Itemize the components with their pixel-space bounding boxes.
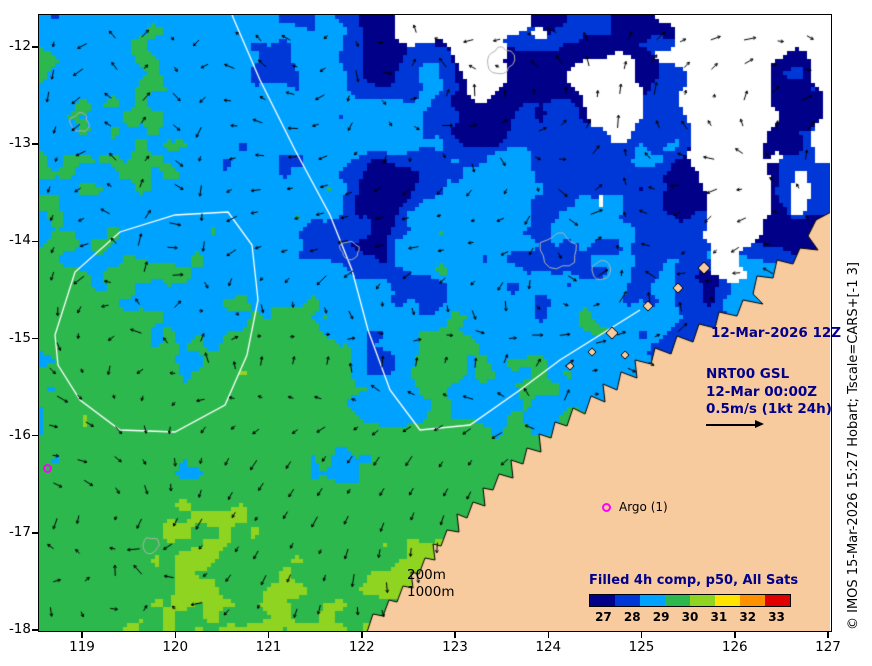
x-tick-mark <box>640 632 643 638</box>
vector-scale-label: 0.5m/s (1kt 24h) <box>706 401 832 417</box>
colorbar-tick-label: 29 <box>652 610 670 624</box>
y-tick-label: -15 <box>8 329 31 346</box>
y-tick-mark <box>32 46 38 48</box>
timestamp-label: 12-Mar-2026 12Z <box>711 325 842 341</box>
y-tick-mark <box>32 240 38 243</box>
x-tick-mark <box>267 632 270 638</box>
product-info-block: NRT00 GSL 12-Mar 00:00Z 0.5m/s (1kt 24h) <box>706 366 832 419</box>
x-tick-label: 124 <box>535 639 562 655</box>
x-tick-label: 127 <box>815 639 841 655</box>
scale-arrow-head-icon <box>755 420 764 428</box>
colorbar-title: Filled 4h comp, p50, All Sats <box>589 573 799 588</box>
x-tick-mark <box>454 632 456 638</box>
y-tick-mark <box>32 337 38 340</box>
y-tick-mark <box>32 143 38 145</box>
colorbar <box>589 594 791 607</box>
product-time-label: 12-Mar 00:00Z <box>706 383 818 400</box>
x-tick-mark <box>81 632 83 638</box>
x-tick-mark <box>827 632 829 638</box>
colorbar-segment <box>665 595 690 606</box>
colorbar-tick-labels: 27 28 29 30 31 32 33 <box>589 610 791 625</box>
contour-label-200m: 200m <box>407 567 446 583</box>
y-tick-label: -14 <box>8 232 31 249</box>
y-tick-label: -12 <box>8 38 31 54</box>
x-tick-label: 123 <box>442 639 468 655</box>
contour-label-1000m: 1000m <box>407 584 455 600</box>
y-tick-mark <box>32 532 38 534</box>
argo-marker <box>43 464 52 473</box>
colorbar-tick-label: 27 <box>595 610 612 624</box>
colorbar-segment <box>690 595 715 606</box>
copyright-credit-text: © IMOS 15-Mar-2026 15:27 Hobart; Tscale=… <box>846 262 861 630</box>
product-name-label: NRT00 GSL <box>706 366 790 382</box>
colorbar-segment <box>715 595 740 606</box>
x-tick-mark <box>174 632 176 638</box>
x-tick-label: 126 <box>721 639 748 655</box>
colorbar-segment <box>640 595 665 606</box>
y-tick-label: -13 <box>8 135 31 152</box>
sst-map-canvas <box>39 15 830 631</box>
colorbar-segment <box>615 595 640 606</box>
colorbar-segment <box>765 595 790 606</box>
colorbar-tick-label: 30 <box>681 610 699 624</box>
colorbar-tick-label: 33 <box>768 610 785 624</box>
x-tick-mark <box>547 632 549 638</box>
x-tick-label: 121 <box>255 639 282 655</box>
argo-marker <box>602 503 611 512</box>
colorbar-tick-label: 31 <box>710 610 728 624</box>
y-tick-mark <box>32 434 38 437</box>
y-tick-label: -16 <box>8 426 31 443</box>
y-tick-mark <box>32 629 38 631</box>
x-tick-label: 119 <box>69 639 95 655</box>
scale-arrow-shaft <box>706 424 756 426</box>
colorbar-tick-label: 32 <box>739 610 757 624</box>
colorbar-tick-label: 28 <box>623 610 641 624</box>
colorbar-segment <box>740 595 765 606</box>
y-tick-label: -17 <box>8 523 31 540</box>
colorbar-segment <box>590 595 615 606</box>
x-tick-label: 120 <box>162 639 189 655</box>
x-tick-mark <box>361 632 363 638</box>
x-tick-label: 122 <box>348 639 375 655</box>
y-tick-label: -18 <box>8 621 31 638</box>
current-scale-arrow <box>706 420 764 429</box>
x-tick-mark <box>734 632 736 638</box>
x-tick-label: 125 <box>628 639 655 655</box>
argo-float-label: Argo (1) <box>619 500 668 514</box>
